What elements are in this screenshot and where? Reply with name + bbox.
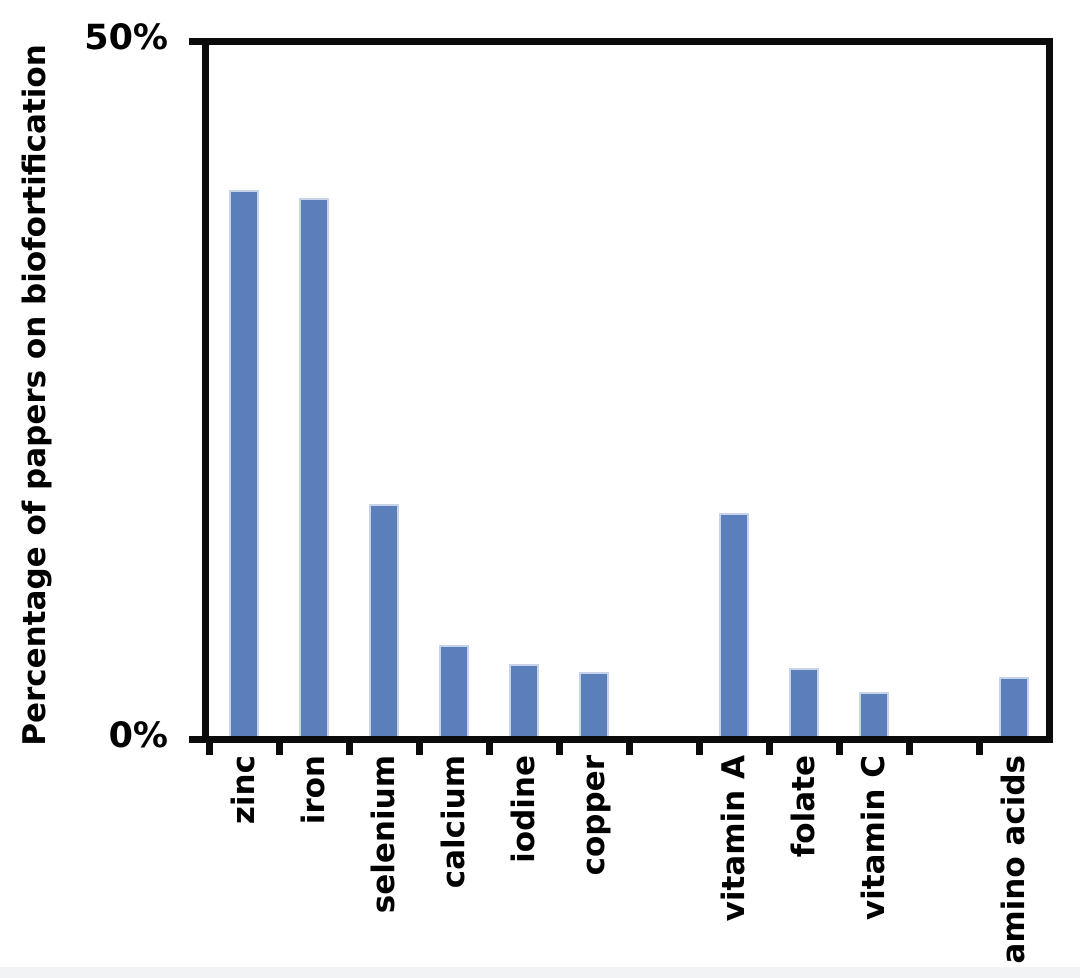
y-axis-title: Percentage of papers on biofortification [17,44,53,746]
bar-vitamin-C [859,692,889,736]
x-category-label-vitamin-C: vitamin C [856,755,892,921]
x-axis-tick [836,743,843,755]
bar-iodine [509,664,539,736]
bottom-edge-strip [0,967,1080,978]
x-axis-tick [976,743,983,755]
x-axis-tick [206,743,213,755]
bar-selenium [369,504,399,736]
x-axis-tick [906,743,913,755]
x-axis-tick [626,743,633,755]
x-axis-tick [696,743,703,755]
bar-iron [299,198,329,736]
bar-folate [789,668,819,736]
x-category-label-vitamin-A: vitamin A [716,755,752,922]
x-axis-tick [556,743,563,755]
x-category-label-zinc: zinc [226,755,262,825]
y-axis-tick-0 [189,736,202,743]
x-axis-tick [766,743,773,755]
x-axis-tick [276,743,283,755]
x-category-label-iron: iron [296,755,332,825]
plot-area [202,38,1053,743]
bar-copper [579,672,609,736]
x-category-label-amino-acids: amino acids [996,755,1032,964]
bar-vitamin-A [719,513,749,736]
x-axis-tick [416,743,423,755]
x-category-label-iodine: iodine [506,755,542,863]
bar-zinc [229,190,259,736]
y-tick-label-0: 0% [108,716,168,756]
x-category-label-selenium: selenium [366,755,402,914]
x-category-label-calcium: calcium [436,755,472,889]
x-category-label-copper: copper [576,755,612,876]
bar-calcium [439,645,469,736]
x-axis-tick [486,743,493,755]
y-tick-label-50: 50% [84,18,168,58]
x-axis-tick [346,743,353,755]
bars-layer [209,45,1046,736]
bar-amino-acids [999,677,1029,736]
y-axis-tick-50 [189,38,202,45]
x-category-label-folate: folate [786,755,822,858]
